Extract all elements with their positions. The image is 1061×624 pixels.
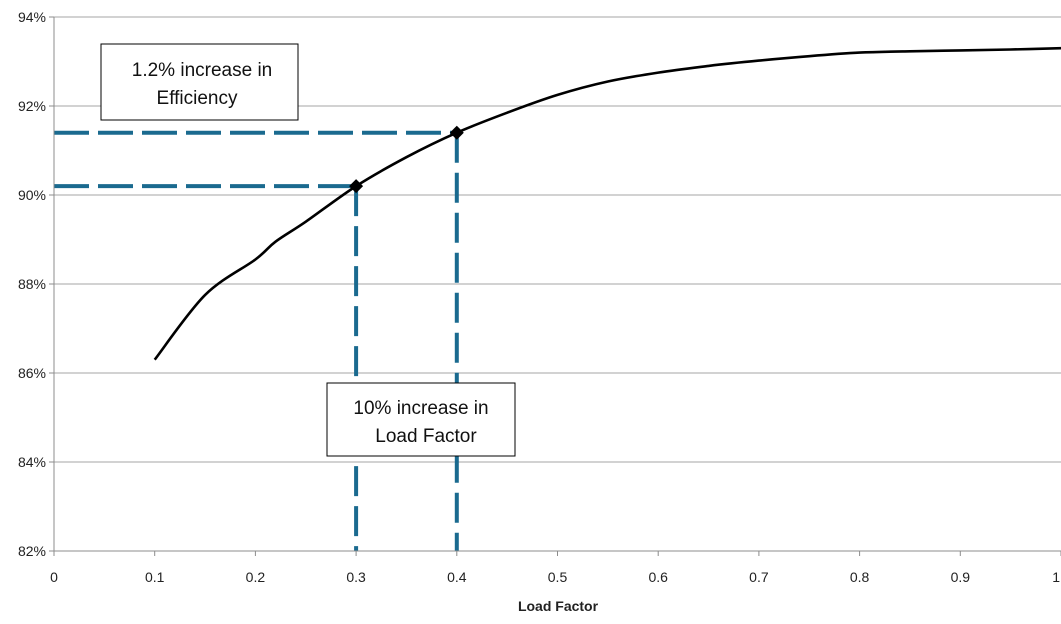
x-tick-label-0: 0 [50, 569, 58, 585]
annotation-box-frame-0 [100, 43, 299, 121]
axes: 82% 84% 86% 88% 90% 92% 94% 0 0.1 0.2 0.3 0.4 0.5 0.6… [18, 9, 1061, 585]
y-tick-label-2: 86% [18, 365, 46, 381]
x-tick-label-4: 0.4 [447, 569, 467, 585]
x-tick-label-7: 0.7 [749, 569, 769, 585]
dashed-guide-lines [54, 130, 459, 551]
y-tick-label-4: 90% [18, 187, 46, 203]
x-tick-label-2: 0.2 [246, 569, 266, 585]
x-tick-label-5: 0.5 [548, 569, 568, 585]
annotation-box-1: 10% increase in Load Factor [326, 382, 516, 457]
annotation-text-1-0: 10% increase in [353, 398, 488, 419]
y-tick-label-5: 92% [18, 98, 46, 114]
x-tick-label-8: 0.8 [850, 569, 870, 585]
point-markers [349, 125, 464, 194]
y-tick-label-3: 88% [18, 276, 46, 292]
annotation-box-0: 1.2% increase in Efficiency [100, 43, 299, 121]
series-layer [153, 46, 1061, 361]
highlight-point-marker-0 [349, 179, 364, 194]
x-tick-label-9: 0.9 [951, 569, 971, 585]
annotation-text-1-1: Load Factor [375, 426, 477, 447]
x-tick-label-3: 0.3 [346, 569, 366, 585]
x-tick-label-6: 0.6 [648, 569, 668, 585]
x-tick-label-10: 1 [1052, 569, 1060, 585]
x-axis-title: Load Factor [518, 598, 599, 614]
annotation-box-frame-1 [326, 382, 516, 457]
annotations: 1.2% increase in Efficiency 10% increase i… [100, 43, 516, 457]
highlight-point-marker-1 [449, 125, 464, 140]
y-tick-label-1: 84% [18, 454, 46, 470]
annotation-text-0-0: 1.2% increase in [132, 60, 272, 81]
series-line-0 [153, 46, 1061, 361]
x-tick-label-1: 0.1 [145, 569, 165, 585]
y-tick-label-0: 82% [18, 543, 46, 559]
annotation-text-0-1: Efficiency [157, 88, 238, 109]
y-tick-label-6: 94% [18, 9, 46, 25]
